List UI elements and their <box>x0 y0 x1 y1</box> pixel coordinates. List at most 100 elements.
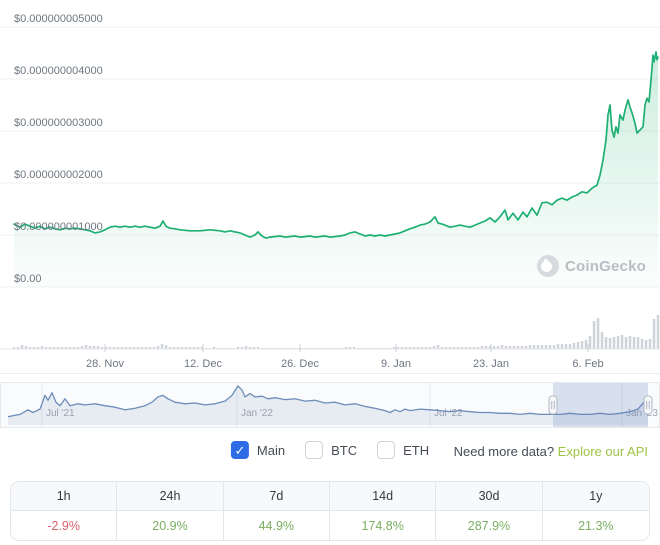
volume-bar <box>32 347 36 349</box>
pct-change-24h: 20.9% <box>117 511 224 540</box>
volume-bar <box>136 347 140 349</box>
volume-chart: 28. Nov 12. Dec 26. Dec 9. Jan 23. Jan 6. Feb <box>0 315 660 370</box>
volume-bar <box>444 347 448 349</box>
volume-bar <box>180 347 184 349</box>
toggle-eth-label: ETH <box>403 442 430 458</box>
toggle-main[interactable]: ✓ Main <box>230 441 286 459</box>
volume-bar <box>544 345 548 349</box>
volume-bar <box>152 347 156 349</box>
volume-bar <box>632 337 636 349</box>
volume-bar <box>424 347 428 349</box>
volume-bar <box>420 347 424 349</box>
pct-change-7d: 44.9% <box>224 511 330 540</box>
watermark-label: CoinGecko <box>565 257 646 275</box>
volume-bar <box>436 345 440 349</box>
explore-api-link[interactable]: Explore our API <box>557 444 648 459</box>
volume-bar <box>536 345 540 349</box>
volume-bar <box>88 346 92 349</box>
col-header-7d: 7d <box>224 482 330 510</box>
volume-bar <box>560 344 564 349</box>
volume-bar <box>92 346 96 349</box>
volume-bar <box>40 346 44 349</box>
volume-bar <box>500 345 504 349</box>
volume-bar <box>580 341 584 349</box>
navigator-area-fill <box>8 385 648 425</box>
volume-bar <box>176 347 180 349</box>
pct-change-14d: 174.8% <box>330 511 437 540</box>
volume-bar <box>80 346 84 349</box>
volume-bar <box>636 337 640 349</box>
volume-bar <box>404 347 408 349</box>
navigator-date-label: Jul '21 <box>46 408 75 419</box>
x-axis-label: 6. Feb <box>572 358 603 370</box>
navigator-range-selector[interactable]: Jul '21 Jan '22 Jul '22 Jan '23 <box>0 382 660 428</box>
series-toggles: ✓ Main ✓ BTC ✓ ETH <box>230 441 429 459</box>
volume-bar <box>164 345 168 349</box>
volume-bar <box>132 347 136 349</box>
volume-bar <box>548 345 552 349</box>
volume-bar <box>108 347 112 349</box>
navigator-date-label: Jul '22 <box>434 408 463 419</box>
volume-bar <box>476 347 480 349</box>
volume-bar <box>480 346 484 349</box>
volume-bar <box>248 347 252 349</box>
navigator-handle-right[interactable] <box>643 395 653 415</box>
volume-bar <box>508 346 512 349</box>
toggle-main-label: Main <box>256 442 286 458</box>
checkbox-eth[interactable]: ✓ <box>377 441 396 459</box>
price-change-table: 1h 24h 7d 14d 30d 1y -2.9% 20.9% 44.9% 1… <box>10 481 650 541</box>
volume-bar <box>460 347 464 349</box>
volume-bar <box>168 347 172 349</box>
y-axis-label: $0.000000002000 <box>14 169 103 181</box>
volume-bar <box>468 347 472 349</box>
x-axis-label: 28. Nov <box>86 358 124 370</box>
col-header-1y: 1y <box>589 489 603 503</box>
volume-bar <box>608 338 612 349</box>
navigator-date-label: Jan '22 <box>241 408 273 419</box>
navigator-date-label: Jan '23 <box>626 408 658 419</box>
x-axis-label: 12. Dec <box>184 358 222 370</box>
volume-bar <box>440 347 444 349</box>
navigator-handle-left[interactable] <box>548 395 558 415</box>
volume-bar <box>624 337 628 349</box>
volume-bar <box>432 346 436 349</box>
toggle-btc-label: BTC <box>331 442 358 458</box>
volume-bar <box>84 345 88 349</box>
volume-bar <box>556 344 560 349</box>
navigator-selected-range[interactable] <box>553 383 648 427</box>
volume-bar <box>484 346 488 349</box>
volume-bar <box>196 347 200 349</box>
volume-bar <box>472 347 476 349</box>
api-prompt: Need more data? Explore our API <box>454 444 648 459</box>
divider <box>0 373 660 374</box>
price-chart[interactable]: $0.000000005000 $0.000000004000 $0.0000000… <box>0 0 660 300</box>
volume-bar <box>60 347 64 349</box>
checkbox-btc[interactable]: ✓ <box>305 441 324 459</box>
volume-bar <box>540 345 544 349</box>
y-axis-label: $0.000000003000 <box>14 117 103 129</box>
volume-bar <box>20 345 24 349</box>
volume-bar <box>348 347 352 349</box>
col-header-14d: 14d <box>330 482 437 510</box>
col-header-30d: 30d <box>436 482 543 510</box>
volume-bar <box>464 347 468 349</box>
volume-bar <box>172 347 176 349</box>
volume-bar <box>648 339 652 349</box>
checkbox-main[interactable]: ✓ <box>230 441 249 459</box>
volume-bar <box>656 315 660 349</box>
volume-bar <box>416 347 420 349</box>
volume-bar <box>244 346 248 349</box>
y-axis-label: $0.00 <box>14 273 42 285</box>
volume-bar <box>612 337 616 349</box>
pct-change-30d: 287.9% <box>436 511 543 540</box>
volume-bar <box>12 347 16 349</box>
volume-bar <box>524 346 528 349</box>
toggle-btc[interactable]: ✓ BTC <box>305 441 357 459</box>
volume-bar <box>616 336 620 349</box>
coingecko-logo-icon <box>537 255 560 277</box>
volume-bar <box>112 347 116 349</box>
volume-bar <box>516 346 520 349</box>
toggle-eth[interactable]: ✓ ETH <box>377 441 429 459</box>
price-line-main <box>13 51 659 239</box>
volume-bar <box>256 347 260 349</box>
